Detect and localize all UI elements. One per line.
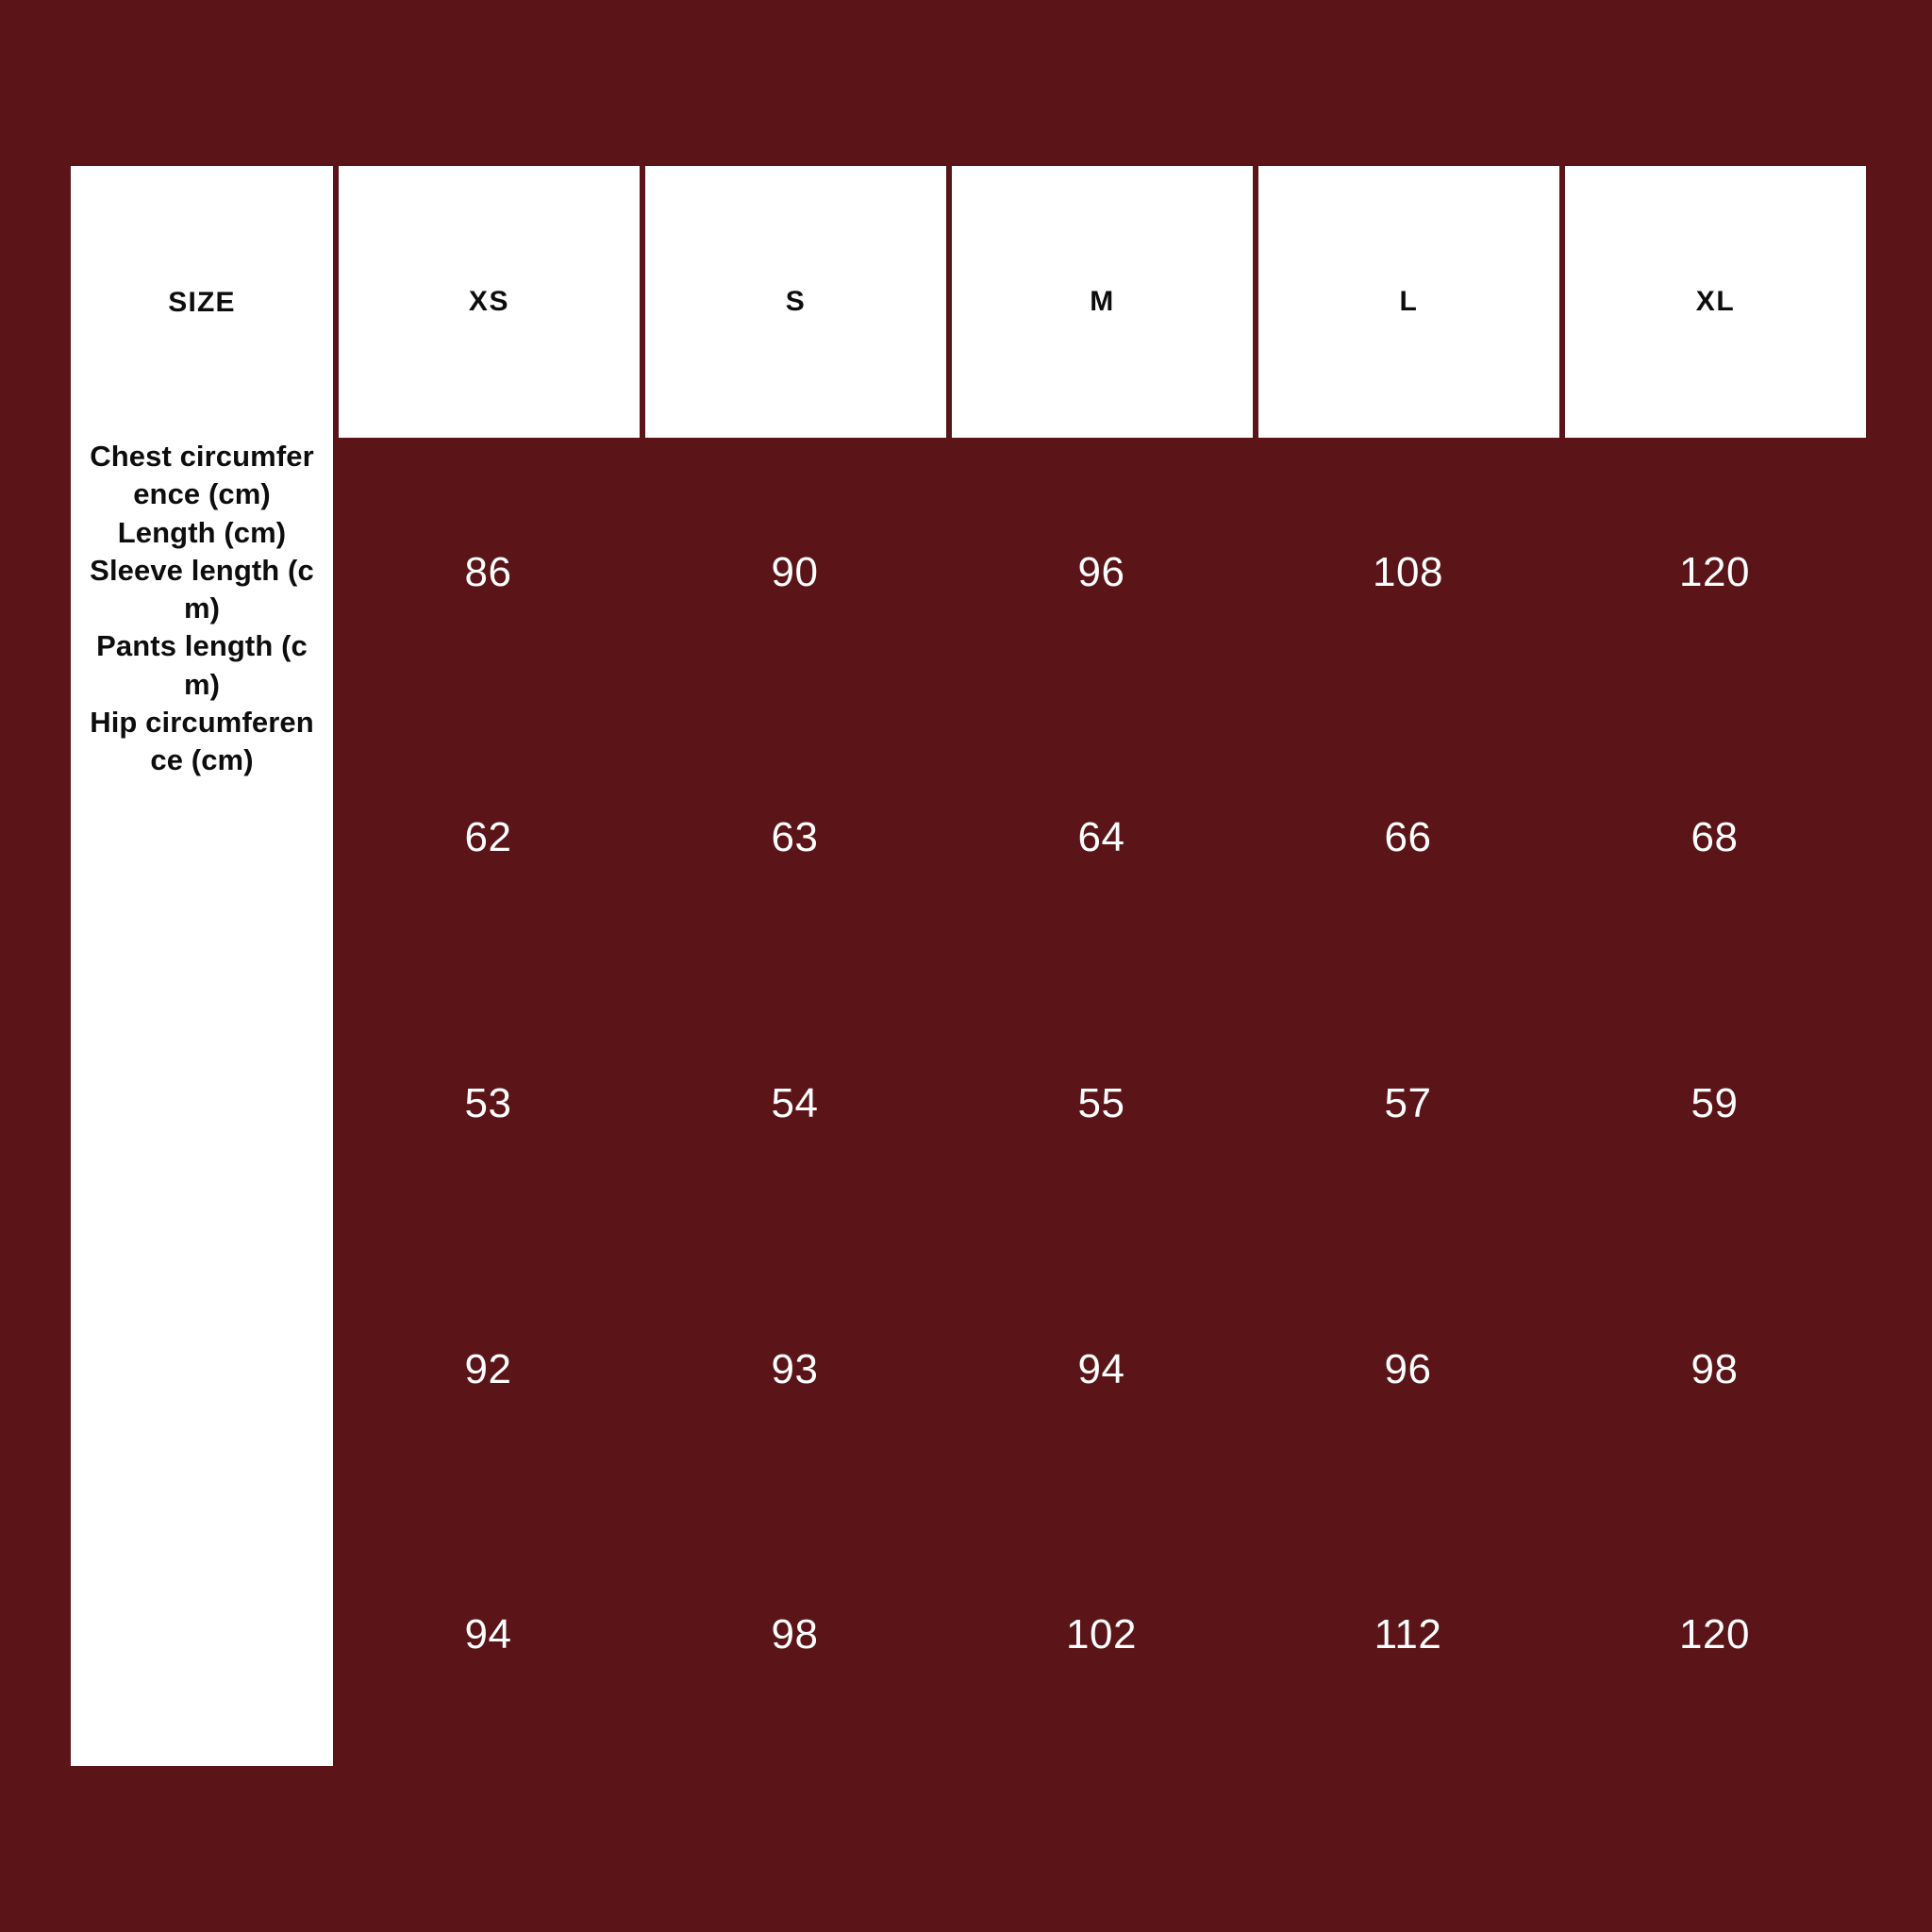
cell-length-s: 63	[643, 707, 946, 970]
cell-hip-l: 112	[1257, 1504, 1559, 1766]
cell-sleeve-s: 54	[643, 973, 946, 1235]
cell-length-l: 66	[1257, 707, 1559, 970]
cell-length-m: 64	[950, 707, 1253, 970]
cell-hip-xs: 94	[337, 1504, 640, 1766]
table-row: 53 54 55 57 59	[333, 973, 1866, 1235]
column-header-xl: XL	[1565, 166, 1866, 438]
cell-chest-s: 90	[643, 441, 946, 704]
row-label-pants-length: Pants length (cm)	[96, 629, 308, 701]
cell-chest-l: 108	[1257, 441, 1559, 704]
row-label-length: Length (cm)	[117, 515, 287, 549]
cell-hip-m: 102	[950, 1504, 1253, 1766]
cell-hip-s: 98	[643, 1504, 946, 1766]
cell-chest-xl: 120	[1563, 441, 1866, 704]
cell-sleeve-xl: 59	[1563, 973, 1866, 1235]
row-label-chest-circumference: Chest circumference (cm)	[90, 440, 314, 511]
cell-chest-m: 96	[950, 441, 1253, 704]
column-header-m: M	[952, 166, 1253, 438]
size-chart-table: SIZE Chest circumference (cm) Length (cm…	[71, 166, 1866, 1766]
table-row: 62 63 64 66 68	[333, 707, 1866, 970]
cell-pants-s: 93	[643, 1238, 946, 1501]
cell-pants-xl: 98	[1563, 1238, 1866, 1501]
column-header-s: S	[645, 166, 946, 438]
cell-sleeve-m: 55	[950, 973, 1253, 1235]
cell-sleeve-l: 57	[1257, 973, 1559, 1235]
row-label-sleeve-length: Sleeve length (cm)	[90, 553, 314, 625]
cell-pants-m: 94	[950, 1238, 1253, 1501]
row-label-hip-circumference: Hip circumference (cm)	[90, 706, 314, 777]
column-header-xs: XS	[339, 166, 640, 438]
size-columns-grid: XS S M L XL 86 90 96 108 120 62 63 64	[333, 166, 1866, 1766]
cell-length-xs: 62	[337, 707, 640, 970]
cell-sleeve-xs: 53	[337, 973, 640, 1235]
column-header-l: L	[1258, 166, 1559, 438]
table-body: 86 90 96 108 120 62 63 64 66 68 53 54 55	[333, 438, 1866, 1766]
table-header-row: XS S M L XL	[333, 166, 1866, 438]
cell-hip-xl: 120	[1563, 1504, 1866, 1766]
cell-pants-xs: 92	[337, 1238, 640, 1501]
table-row: 94 98 102 112 120	[333, 1504, 1866, 1766]
table-row: 86 90 96 108 120	[333, 441, 1866, 704]
cell-length-xl: 68	[1563, 707, 1866, 970]
cell-chest-xs: 86	[337, 441, 640, 704]
cell-pants-l: 96	[1257, 1238, 1559, 1501]
table-row: 92 93 94 96 98	[333, 1238, 1866, 1501]
table-corner-label: SIZE	[168, 286, 236, 318]
row-label-column: SIZE Chest circumference (cm) Length (cm…	[71, 166, 333, 1766]
